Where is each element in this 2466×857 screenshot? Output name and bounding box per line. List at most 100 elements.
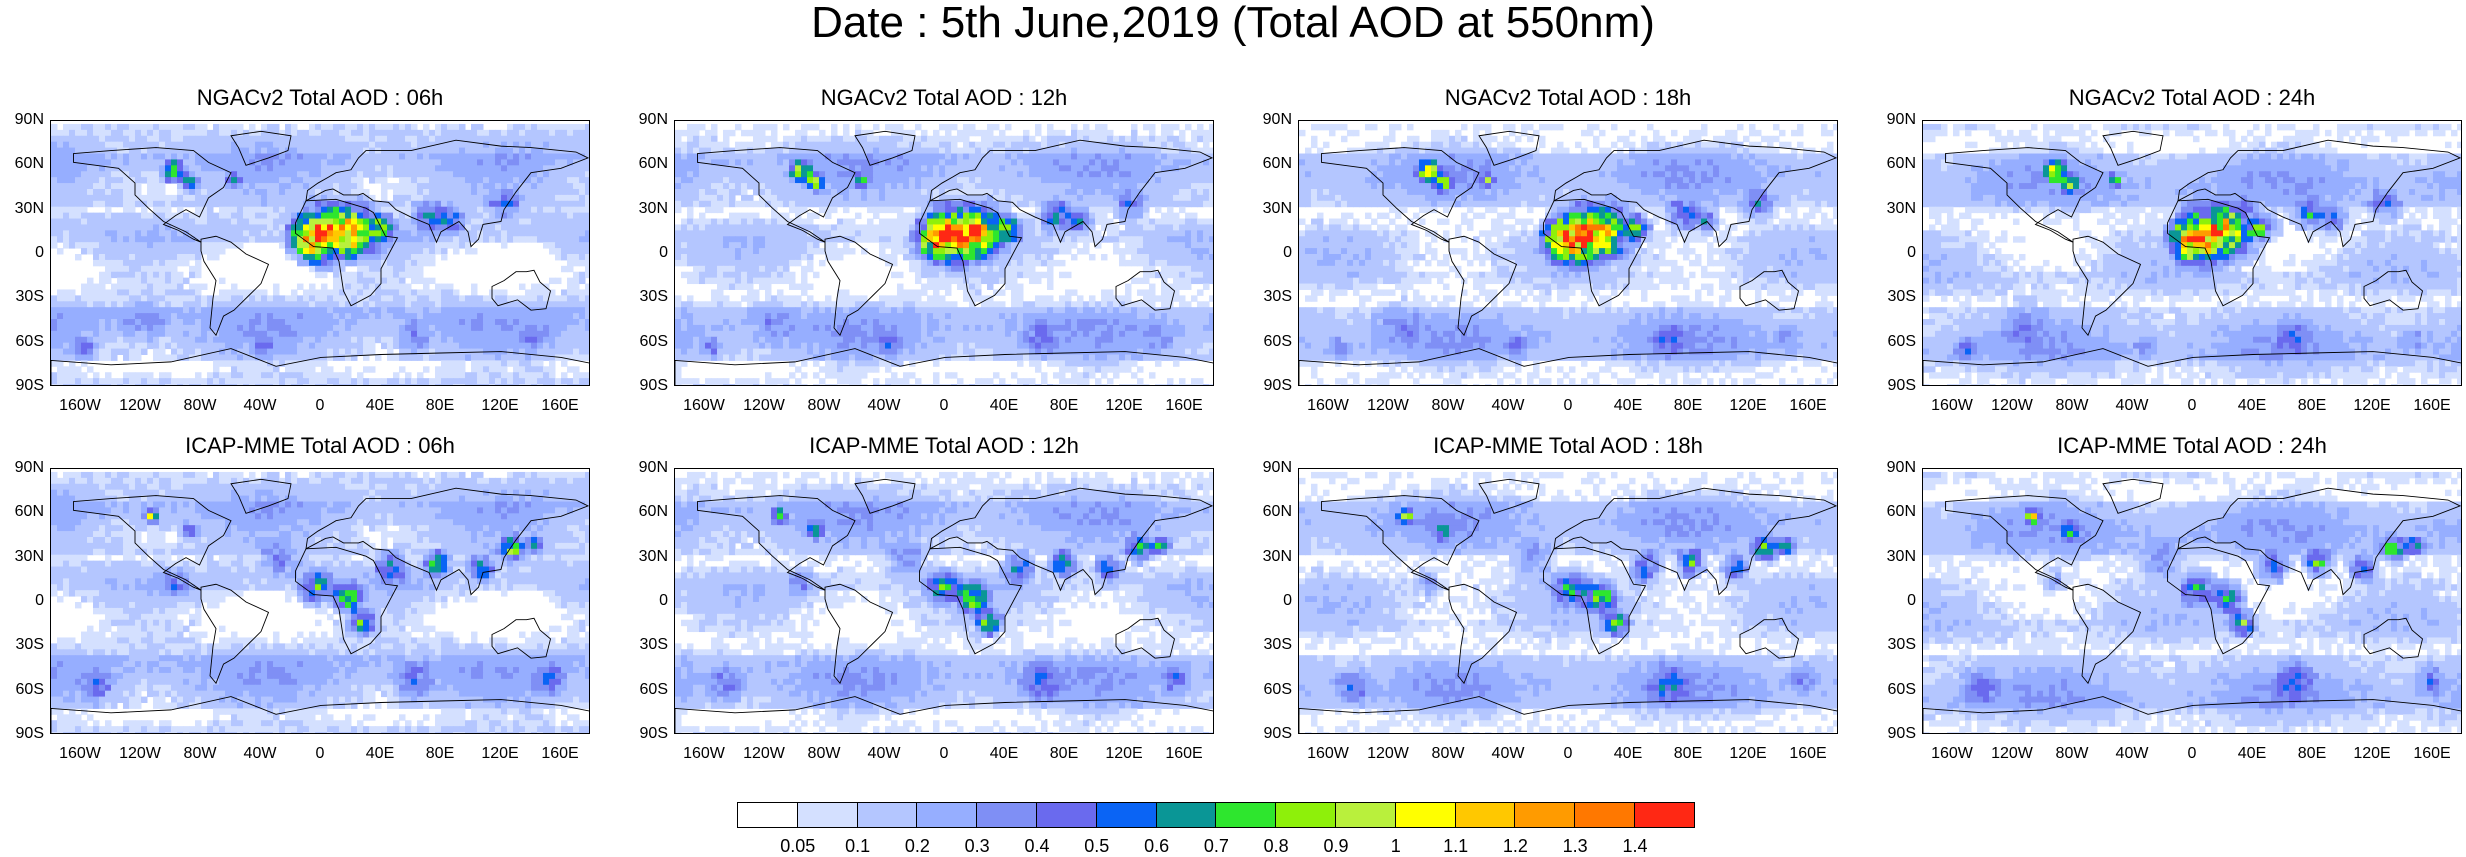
aod-cell [489,136,496,142]
aod-cell [417,278,424,284]
aod-cell [957,219,964,225]
aod-cell [753,224,760,230]
aod-cell [693,142,700,148]
aod-cell [69,349,76,355]
aod-cell [507,337,514,343]
aod-cell [351,219,358,225]
aod-cell [393,159,400,165]
aod-cell [333,331,340,337]
aod-cell [321,207,328,213]
aod-cell [237,307,244,313]
aod-cell [459,207,466,213]
aod-cell [261,372,268,378]
aod-cell [465,378,472,384]
aod-cell [315,142,322,148]
aod-cell [309,284,316,290]
aod-cell [1041,213,1048,219]
aod-cell [297,201,304,207]
aod-cell [123,201,130,207]
aod-cell [93,378,100,384]
aod-cell [219,248,226,254]
aod-cell [105,349,112,355]
aod-cell [1161,177,1168,183]
aod-cell [405,254,412,260]
aod-cell [369,278,376,284]
aod-cell [1125,154,1132,160]
aod-cell [741,195,748,201]
aod-cell [309,124,316,130]
aod-cell [327,130,334,136]
aod-cell [735,213,742,219]
aod-cell [555,230,562,236]
aod-cell [537,349,544,355]
aod-cell [465,343,472,349]
aod-cell [1005,189,1012,195]
aod-cell [297,195,304,201]
aod-cell [339,307,346,313]
aod-cell [327,254,334,260]
aod-cell [435,136,442,142]
aod-cell [1137,219,1144,225]
aod-cell [51,201,58,207]
aod-cell [825,195,832,201]
aod-cell [87,236,94,242]
aod-cell [981,183,988,189]
aod-cell [195,349,202,355]
aod-cell [789,207,796,213]
aod-cell [87,142,94,148]
aod-cell [915,159,922,165]
aod-cell [585,343,590,349]
aod-cell [93,242,100,248]
aod-cell [351,136,358,142]
aod-cell [483,183,490,189]
aod-cell [333,201,340,207]
aod-cell [837,171,844,177]
aod-cell [1185,183,1192,189]
aod-cell [291,159,298,165]
aod-cell [447,189,454,195]
aod-cell [471,183,478,189]
aod-cell [573,248,580,254]
aod-cell [507,295,514,301]
aod-cell [189,343,196,349]
aod-cell [1131,165,1138,171]
aod-cell [189,254,196,260]
aod-cell [1065,136,1072,142]
aod-cell [255,207,262,213]
aod-cell [1161,195,1168,201]
aod-cell [867,171,874,177]
aod-cell [93,165,100,171]
aod-cell [201,195,208,201]
aod-cell [861,189,868,195]
aod-cell [165,124,172,130]
aod-cell [87,331,94,337]
aod-cell [765,177,772,183]
aod-cell [471,307,478,313]
aod-cell [1089,219,1096,225]
aod-cell [471,354,478,360]
aod-cell [489,236,496,242]
aod-cell [321,230,328,236]
aod-cell [945,183,952,189]
aod-cell [87,219,94,225]
aod-cell [141,272,148,278]
aod-cell [153,307,160,313]
aod-cell [363,278,370,284]
aod-cell [381,195,388,201]
aod-cell [153,278,160,284]
aod-cell [489,195,496,201]
aod-cell [1149,177,1156,183]
aod-cell [285,207,292,213]
aod-cell [201,124,208,130]
aod-cell [297,284,304,290]
aod-cell [363,331,370,337]
aod-cell [471,337,478,343]
aod-cell [507,154,514,160]
aod-cell [243,219,250,225]
aod-cell [123,248,130,254]
aod-cell [687,213,694,219]
aod-cell [1005,154,1012,160]
aod-cell [459,349,466,355]
aod-cell [423,325,430,331]
aod-cell [327,337,334,343]
